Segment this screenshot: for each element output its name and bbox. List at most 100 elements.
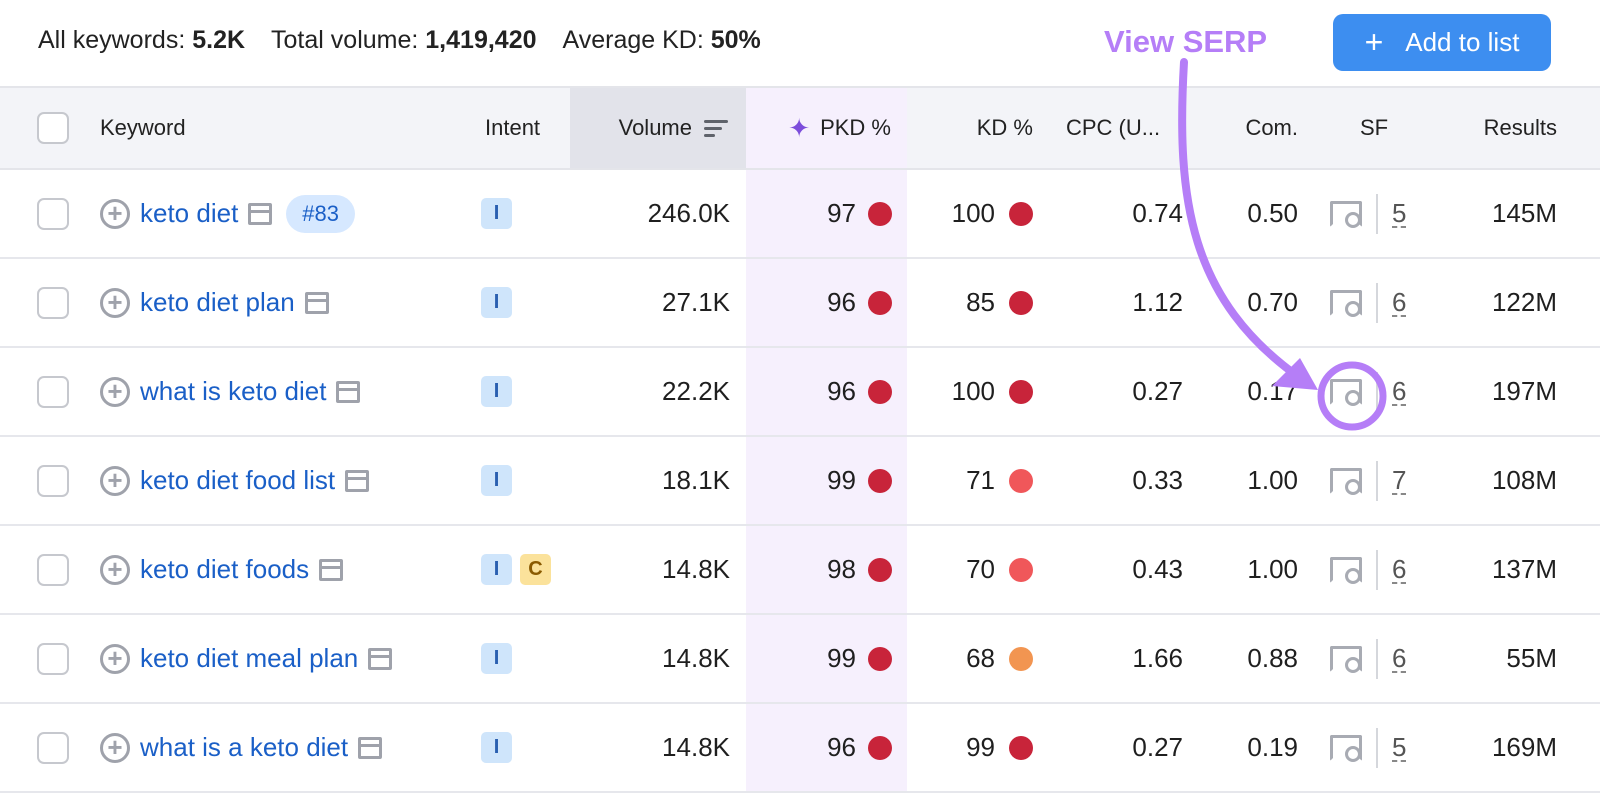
col-com[interactable]: Com.	[1245, 115, 1298, 140]
col-cpc[interactable]: CPC (U...	[1066, 115, 1161, 140]
pkd-value: 99	[827, 465, 856, 495]
results-value: 108M	[1491, 465, 1557, 495]
table-row: + keto diet meal plan I 14.8K 99 68 1.66 …	[0, 615, 1600, 704]
plus-icon: +	[1364, 24, 1384, 60]
add-keyword-icon[interactable]: +	[100, 554, 130, 585]
keyword-link[interactable]: keto diet foods	[140, 554, 310, 584]
row-checkbox[interactable]	[37, 704, 69, 791]
volume-value: 14.8K	[662, 554, 730, 584]
com-value: 0.50	[1247, 198, 1298, 228]
sf-count[interactable]: 5	[1392, 731, 1407, 762]
col-keyword[interactable]: Keyword	[100, 115, 186, 140]
results-value: 145M	[1491, 198, 1557, 228]
keyword-link[interactable]: keto diet plan	[140, 287, 295, 317]
sparkle-icon: ✦	[788, 112, 811, 143]
kd-dot	[1009, 468, 1033, 493]
keyword-link[interactable]: keto diet	[140, 198, 239, 228]
col-pkd[interactable]: ✦ PKD %	[788, 112, 891, 143]
serp-preview-icon[interactable]	[304, 291, 329, 314]
add-keyword-icon[interactable]: +	[100, 287, 130, 318]
cpc-value: 0.27	[1132, 732, 1183, 762]
add-to-list-button[interactable]: + Add to list	[1333, 14, 1551, 71]
serp-preview-icon[interactable]	[336, 380, 361, 403]
table-row: + keto diet #83 I 246.0K 97 100 0.74 0.50 …	[0, 170, 1600, 259]
com-value: 1.00	[1247, 554, 1298, 584]
cpc-value: 1.12	[1132, 287, 1183, 317]
serp-preview-icon[interactable]	[319, 558, 344, 581]
pkd-dot	[868, 379, 892, 404]
col-sf[interactable]: SF	[1360, 115, 1389, 140]
all-keywords-label: All keywords:	[38, 26, 186, 54]
kd-dot	[1009, 201, 1033, 226]
serp-preview-icon[interactable]	[358, 736, 383, 759]
volume-value: 18.1K	[662, 465, 730, 495]
pkd-value: 96	[827, 732, 856, 762]
volume-value: 14.8K	[662, 643, 730, 673]
keyword-table: Keyword Intent Volume ✦ PKD % KD % CPC (U…	[0, 86, 1600, 793]
serp-preview-icon[interactable]	[248, 202, 273, 225]
sf-count[interactable]: 7	[1392, 464, 1407, 495]
view-serp-icon[interactable]	[1330, 734, 1362, 762]
avg-kd-label: Average KD:	[562, 26, 704, 54]
kd-dot	[1009, 290, 1033, 315]
view-serp-icon[interactable]	[1330, 200, 1362, 228]
row-checkbox[interactable]	[37, 615, 69, 702]
sf-count[interactable]: 6	[1392, 286, 1407, 317]
pkd-value: 97	[827, 198, 856, 228]
add-keyword-icon[interactable]: +	[100, 643, 130, 674]
view-serp-icon[interactable]	[1330, 645, 1362, 673]
view-serp-icon[interactable]	[1330, 556, 1362, 584]
sf-count[interactable]: 6	[1392, 642, 1407, 673]
volume-value: 246.0K	[647, 198, 730, 228]
keyword-link[interactable]: keto diet meal plan	[140, 643, 359, 673]
add-keyword-icon[interactable]: +	[100, 465, 130, 496]
add-keyword-icon[interactable]: +	[100, 198, 130, 229]
keyword-link[interactable]: what is keto diet	[140, 376, 327, 406]
keyword-summary: All keywords: 5.2K Total volume: 1,419,4…	[38, 26, 761, 55]
pkd-value: 96	[827, 287, 856, 317]
volume-value: 22.2K	[662, 376, 730, 406]
intent-badge: I	[481, 732, 512, 763]
col-volume[interactable]: Volume	[570, 88, 728, 168]
view-serp-icon[interactable]	[1330, 467, 1362, 495]
kd-dot	[1009, 557, 1033, 582]
pkd-value: 96	[827, 376, 856, 406]
table-row: + keto diet food list I 18.1K 99 71 0.33 …	[0, 437, 1600, 526]
kd-value: 100	[951, 376, 995, 406]
col-intent[interactable]: Intent	[485, 115, 541, 140]
intent-badge: I	[481, 554, 512, 585]
kd-value: 68	[966, 643, 995, 673]
col-kd[interactable]: KD %	[976, 115, 1033, 140]
row-checkbox[interactable]	[37, 348, 69, 435]
results-value: 55M	[1506, 643, 1557, 673]
add-keyword-icon[interactable]: +	[100, 732, 130, 763]
table-row: + keto diet plan I 27.1K 96 85 1.12 0.70 …	[0, 259, 1600, 348]
sf-count[interactable]: 6	[1392, 553, 1407, 584]
cpc-value: 0.33	[1132, 465, 1183, 495]
cpc-value: 0.27	[1132, 376, 1183, 406]
keyword-link[interactable]: what is a keto diet	[140, 732, 349, 762]
com-value: 1.00	[1247, 465, 1298, 495]
row-checkbox[interactable]	[37, 437, 69, 524]
sf-count[interactable]: 5	[1392, 197, 1407, 228]
view-serp-icon[interactable]	[1330, 378, 1362, 406]
sf-count[interactable]: 6	[1392, 375, 1407, 406]
serp-preview-icon[interactable]	[345, 469, 370, 492]
all-keywords-value: 5.2K	[192, 26, 246, 54]
pkd-dot	[868, 201, 892, 226]
select-all-checkbox[interactable]	[37, 88, 69, 168]
add-keyword-icon[interactable]: +	[100, 376, 130, 407]
position-badge[interactable]: #83	[286, 194, 356, 233]
volume-value: 14.8K	[662, 732, 730, 762]
kd-value: 100	[951, 198, 995, 228]
row-checkbox[interactable]	[37, 259, 69, 346]
row-checkbox[interactable]	[37, 526, 69, 613]
col-results[interactable]: Results	[1483, 115, 1557, 140]
serp-preview-icon[interactable]	[368, 647, 393, 670]
row-checkbox[interactable]	[37, 170, 69, 257]
com-value: 0.17	[1247, 376, 1298, 406]
cpc-value: 0.43	[1132, 554, 1183, 584]
kd-value: 70	[966, 554, 995, 584]
keyword-link[interactable]: keto diet food list	[140, 465, 336, 495]
view-serp-icon[interactable]	[1330, 289, 1362, 317]
